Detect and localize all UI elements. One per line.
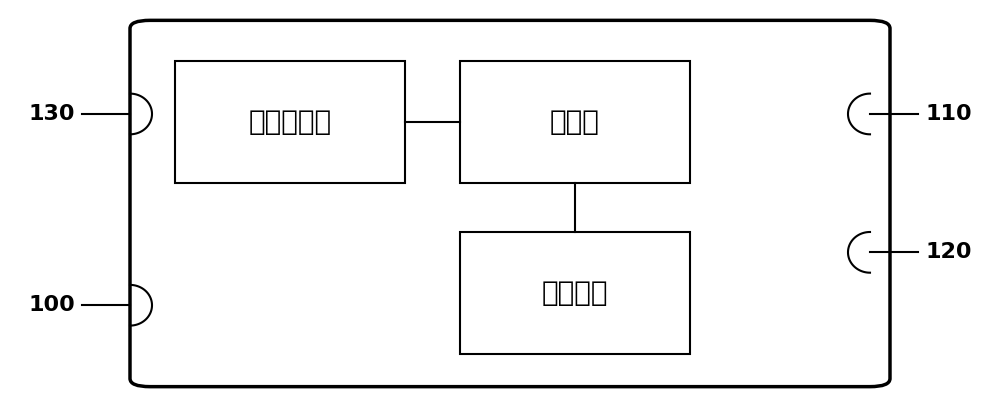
Text: 100: 100 [28,295,75,315]
Text: 110: 110 [925,104,972,124]
Bar [460,232,690,354]
Text: 处理器: 处理器 [550,108,600,136]
Text: 130: 130 [28,104,75,124]
Text: 心率感测器: 心率感测器 [248,108,332,136]
Text: 120: 120 [925,242,972,263]
Bar [460,61,690,183]
Bar [175,61,405,183]
Text: 储存单元: 储存单元 [542,279,608,307]
FancyBboxPatch shape [130,20,890,387]
